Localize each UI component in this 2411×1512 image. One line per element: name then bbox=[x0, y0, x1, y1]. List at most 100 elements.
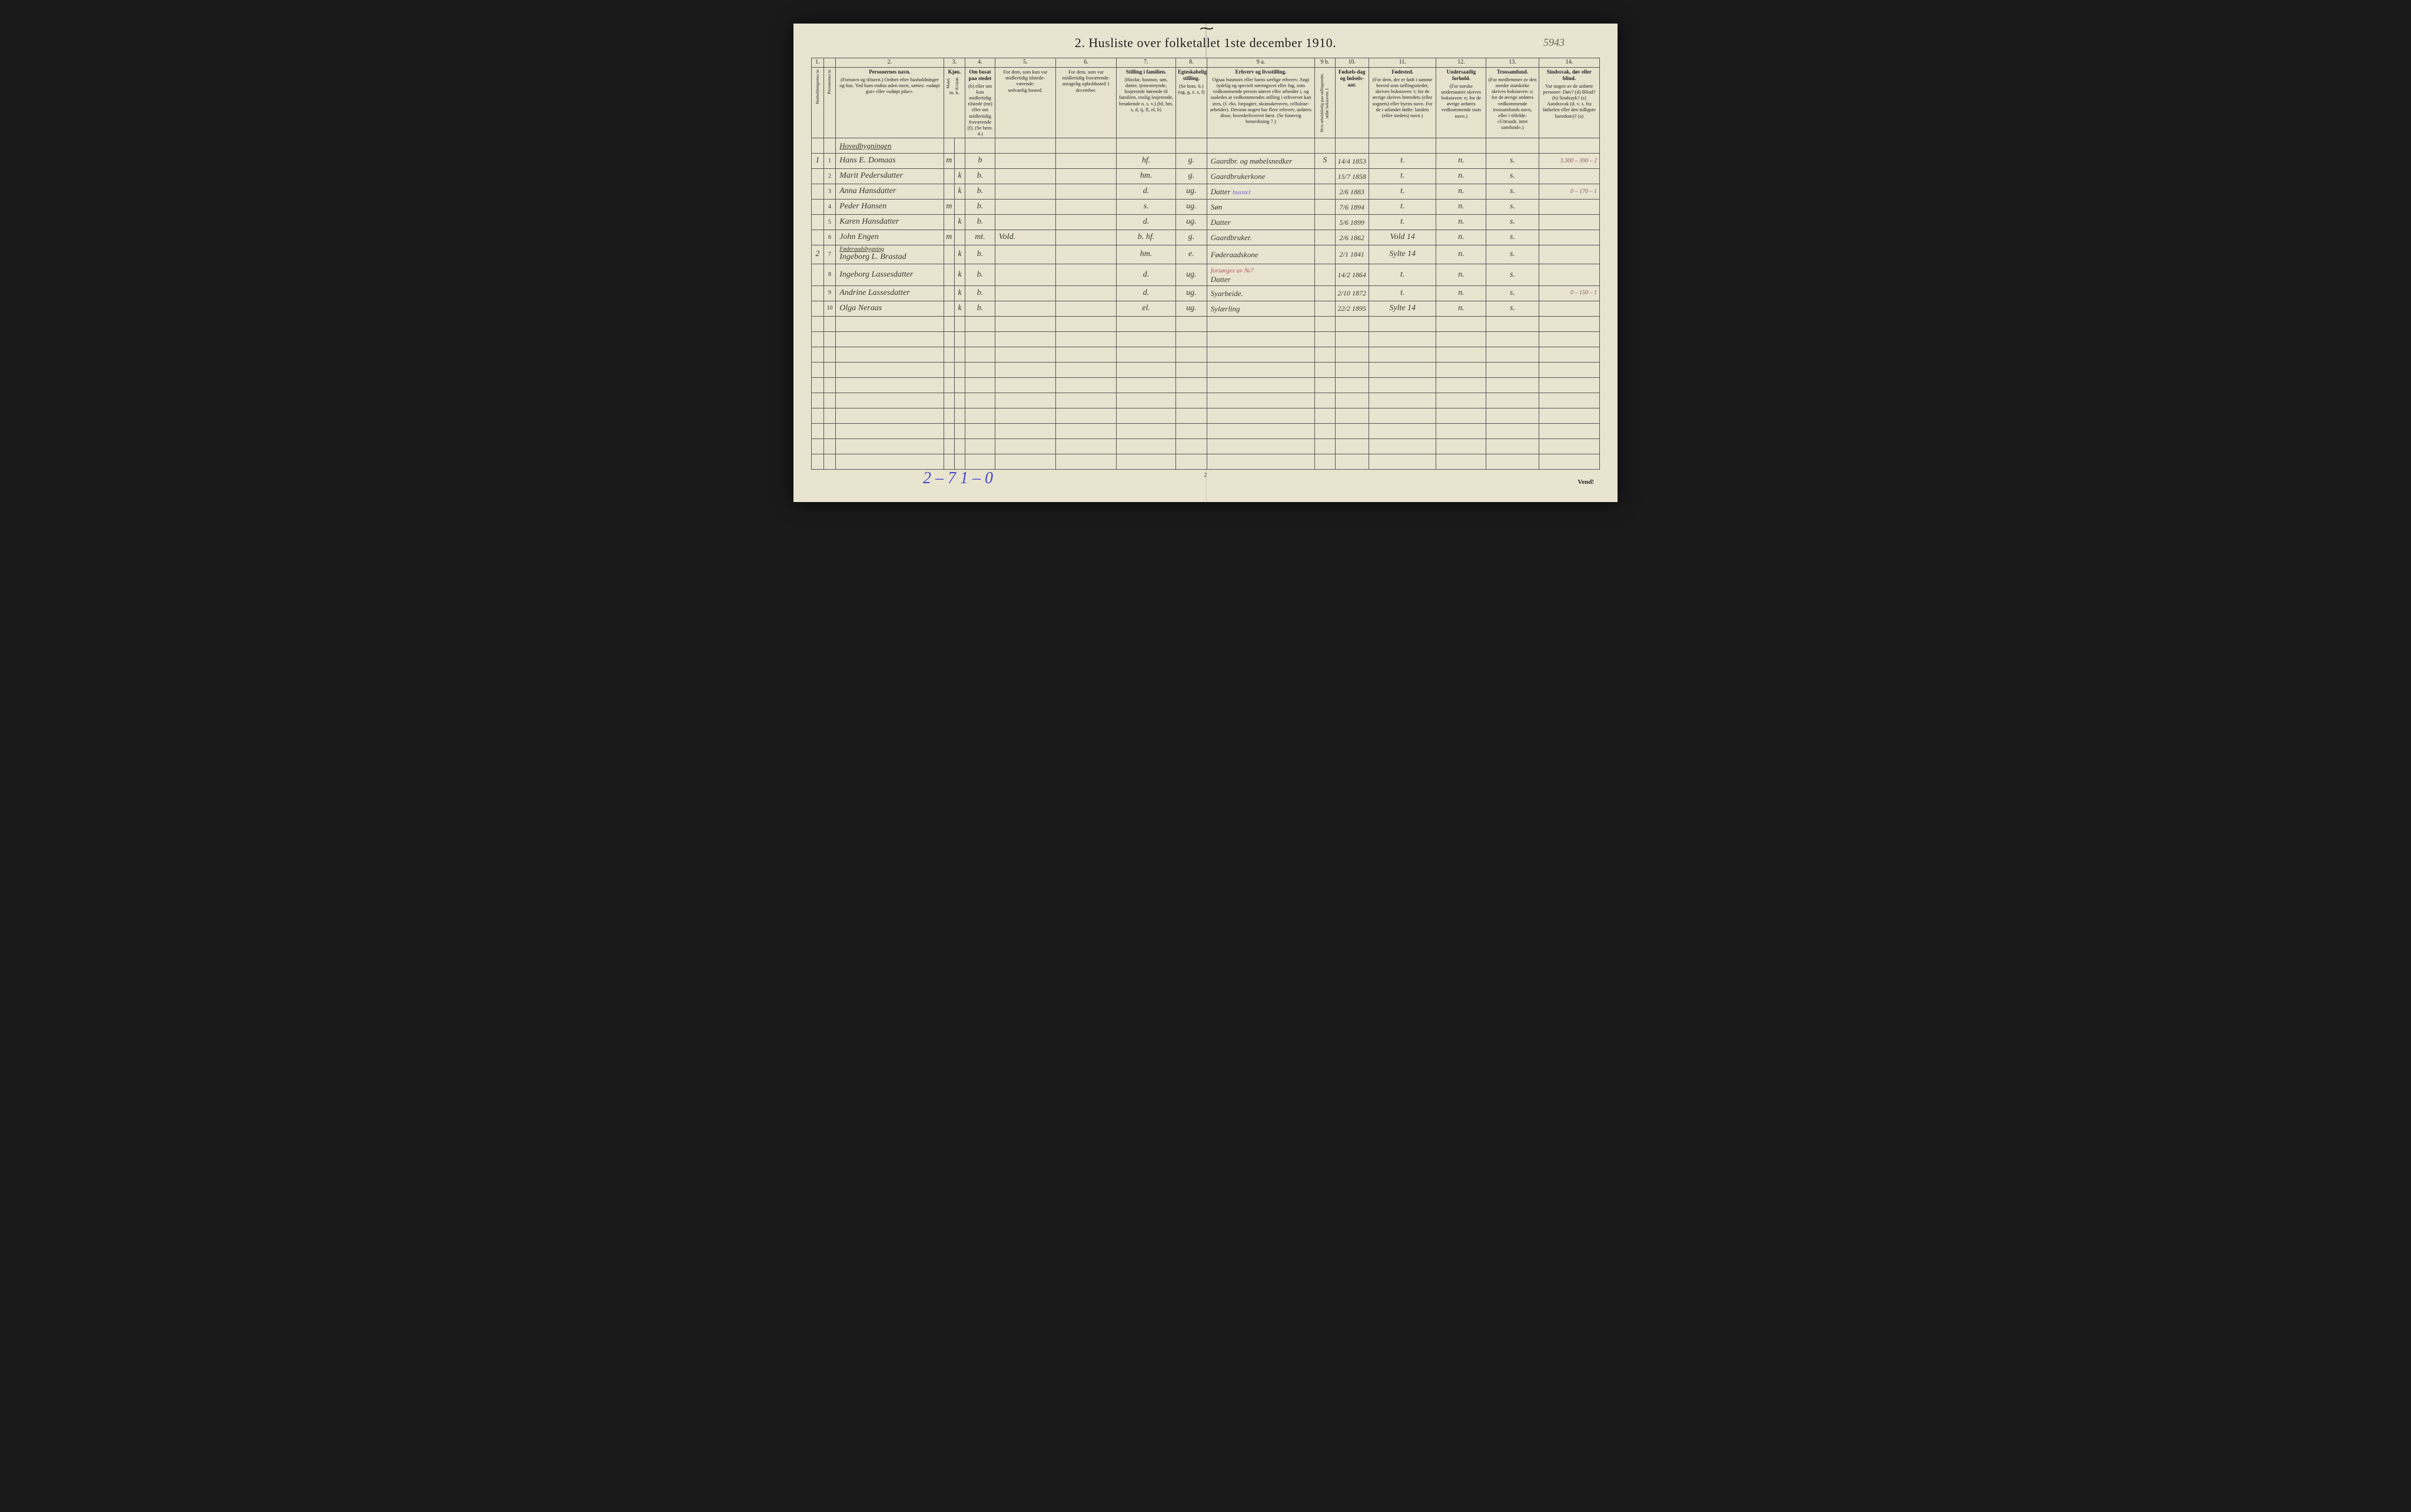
colnum: 4. bbox=[965, 58, 995, 68]
cell-name: Olga Neraas bbox=[836, 301, 944, 316]
cell-dob: 7/6 1894 bbox=[1335, 200, 1369, 215]
cell-nationality: n. bbox=[1436, 184, 1486, 200]
cell-birthplace: Sylte 14 bbox=[1369, 301, 1436, 316]
cell-note bbox=[1539, 169, 1599, 184]
cell-nationality: n. bbox=[1436, 301, 1486, 316]
cell-occupation: Gaardbruker. bbox=[1207, 230, 1314, 245]
building-heading-row: Hovedbygningen bbox=[812, 138, 1600, 154]
cell-unemployed bbox=[1315, 301, 1335, 316]
cell-personno: 15 bbox=[823, 377, 836, 393]
cell-note bbox=[1539, 230, 1599, 245]
building-label: Hovedbygningen bbox=[836, 138, 944, 154]
cell-residence: b. bbox=[965, 200, 995, 215]
table-row-blank: 17 bbox=[812, 408, 1600, 423]
cell-unemployed: S bbox=[1315, 154, 1335, 169]
cell-birthplace: t. bbox=[1369, 184, 1436, 200]
cell-whereabouts bbox=[1055, 184, 1116, 200]
cell-nationality: n. bbox=[1436, 200, 1486, 215]
cell-residence: b. bbox=[965, 264, 995, 286]
cell-personno: 13 bbox=[823, 347, 836, 362]
cell-sex-m bbox=[944, 301, 954, 316]
cell-usual-residence bbox=[995, 264, 1055, 286]
cell-whereabouts bbox=[1055, 245, 1116, 264]
hdr-person-no: Personernes nr. bbox=[823, 68, 836, 138]
cell-personno: 12 bbox=[823, 331, 836, 347]
cell-personno: 3 bbox=[823, 184, 836, 200]
cell-religion: s. bbox=[1486, 215, 1539, 230]
cell-personno: 11 bbox=[823, 316, 836, 331]
cell-family-pos: hm. bbox=[1117, 245, 1176, 264]
colnum: 7. bbox=[1117, 58, 1176, 68]
cell-family-pos: d. bbox=[1117, 184, 1176, 200]
hdr-residence: Om bosat paa stedet (b) eller om kun mid… bbox=[965, 68, 995, 138]
cell-marital: ug. bbox=[1175, 264, 1207, 286]
cell-occupation: Datter bbox=[1207, 215, 1314, 230]
colnum bbox=[823, 58, 836, 68]
cell-occupation: Gaardbr. og møbelsnedker bbox=[1207, 154, 1314, 169]
cell-unemployed bbox=[1315, 184, 1335, 200]
cell-marital: ug. bbox=[1175, 215, 1207, 230]
cell-personno: 14 bbox=[823, 362, 836, 377]
cell-note: 3.300 – 390 – 2 bbox=[1539, 154, 1599, 169]
cell-dob: 2/1 1841 bbox=[1335, 245, 1369, 264]
cell-whereabouts bbox=[1055, 301, 1116, 316]
cell-occupation: Sylærling bbox=[1207, 301, 1314, 316]
cell-dob: 15/7 1858 bbox=[1335, 169, 1369, 184]
table-row-blank: 14 bbox=[812, 362, 1600, 377]
cell-dob: 2/10 1872 bbox=[1335, 285, 1369, 301]
cell-occupation: Søn bbox=[1207, 200, 1314, 215]
cell-personno: 20 bbox=[823, 454, 836, 469]
cell-household: 1 bbox=[812, 154, 824, 169]
hdr-family-pos: Stilling i familien. (Husfar, husmor, sø… bbox=[1117, 68, 1176, 138]
table-row: 9Andrine Lassesdatterkb.d.ug.Syarbeide.2… bbox=[812, 285, 1600, 301]
cell-personno: 18 bbox=[823, 423, 836, 438]
cell-household bbox=[812, 285, 824, 301]
cell-residence: b. bbox=[965, 285, 995, 301]
cell-dob: 14/4 1853 bbox=[1335, 154, 1369, 169]
cell-usual-residence bbox=[995, 200, 1055, 215]
cell-religion: s. bbox=[1486, 301, 1539, 316]
cell-birthplace: Sylte 14 bbox=[1369, 245, 1436, 264]
cell-birthplace: t. bbox=[1369, 200, 1436, 215]
cell-birthplace: t. bbox=[1369, 169, 1436, 184]
colnum: 3. bbox=[944, 58, 965, 68]
cell-unemployed bbox=[1315, 169, 1335, 184]
colnum: 5. bbox=[995, 58, 1055, 68]
cell-note: 0 – 150 – 1 bbox=[1539, 285, 1599, 301]
table-row-blank: 15 bbox=[812, 377, 1600, 393]
cell-marital: ug. bbox=[1175, 301, 1207, 316]
table-row-blank: 19 bbox=[812, 438, 1600, 454]
table-row-blank: 12 bbox=[812, 331, 1600, 347]
hdr-dob: Fødsels-dag og fødsels-aar. bbox=[1335, 68, 1369, 138]
cell-sex-m: m bbox=[944, 200, 954, 215]
hdr-temp-present: For dem, som kun var midlertidig tilsted… bbox=[995, 68, 1055, 138]
table-row-blank: 20 bbox=[812, 454, 1600, 469]
cell-nationality: n. bbox=[1436, 245, 1486, 264]
cell-family-pos: el. bbox=[1117, 301, 1176, 316]
cell-residence: b. bbox=[965, 184, 995, 200]
cell-household bbox=[812, 230, 824, 245]
cell-family-pos: hf. bbox=[1117, 154, 1176, 169]
cell-usual-residence: Vold. bbox=[995, 230, 1055, 245]
cell-unemployed bbox=[1315, 230, 1335, 245]
cell-dob: 22/2 1895 bbox=[1335, 301, 1369, 316]
table-row: 4Peder Hansenmb.s.ug.Søn7/6 1894t.n.s. bbox=[812, 200, 1600, 215]
census-table: 1. 2. 3. 4. 5. 6. 7. 8. 9 a. 9 b. 10. 11… bbox=[811, 58, 1600, 470]
cell-name: Marit Pedersdatter bbox=[836, 169, 944, 184]
colnum: 6. bbox=[1055, 58, 1116, 68]
colnum: 14. bbox=[1539, 58, 1599, 68]
cell-religion: s. bbox=[1486, 169, 1539, 184]
cell-sex-k: k bbox=[955, 301, 965, 316]
cell-birthplace: Vold 14 bbox=[1369, 230, 1436, 245]
cell-family-pos: d. bbox=[1117, 285, 1176, 301]
cell-nationality: n. bbox=[1436, 230, 1486, 245]
cell-sex-k bbox=[955, 200, 965, 215]
cell-usual-residence bbox=[995, 245, 1055, 264]
cell-household bbox=[812, 264, 824, 286]
cell-unemployed bbox=[1315, 215, 1335, 230]
cell-unemployed bbox=[1315, 264, 1335, 286]
cell-name: Ingeborg Lassesdatter bbox=[836, 264, 944, 286]
cell-occupation: Føderaadskone bbox=[1207, 245, 1314, 264]
cell-usual-residence bbox=[995, 285, 1055, 301]
colnum: 12. bbox=[1436, 58, 1486, 68]
